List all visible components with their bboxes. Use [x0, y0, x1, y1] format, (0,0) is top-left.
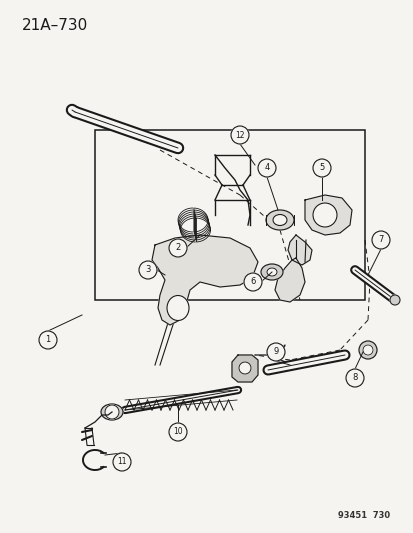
Ellipse shape	[260, 264, 282, 280]
Text: 2: 2	[175, 244, 180, 253]
Ellipse shape	[101, 404, 123, 420]
Circle shape	[389, 295, 399, 305]
Circle shape	[238, 362, 250, 374]
Text: 9: 9	[273, 348, 278, 357]
Ellipse shape	[266, 268, 276, 276]
Ellipse shape	[272, 214, 286, 225]
Text: 5: 5	[318, 164, 324, 173]
Circle shape	[113, 453, 131, 471]
Polygon shape	[231, 355, 257, 382]
Circle shape	[266, 343, 284, 361]
Text: 6: 6	[250, 278, 255, 287]
Ellipse shape	[166, 295, 189, 320]
Text: 7: 7	[377, 236, 383, 245]
Polygon shape	[152, 235, 257, 325]
Text: 1: 1	[45, 335, 50, 344]
Text: 8: 8	[351, 374, 357, 383]
Text: 11: 11	[117, 457, 126, 466]
Ellipse shape	[266, 210, 293, 230]
Polygon shape	[274, 258, 304, 302]
Text: 3: 3	[145, 265, 150, 274]
Circle shape	[139, 261, 157, 279]
Circle shape	[169, 239, 187, 257]
Circle shape	[358, 341, 376, 359]
Text: 93451  730: 93451 730	[337, 511, 389, 520]
Circle shape	[345, 369, 363, 387]
Text: 10: 10	[173, 427, 183, 437]
Circle shape	[105, 405, 119, 419]
Circle shape	[39, 331, 57, 349]
Polygon shape	[304, 195, 351, 235]
Circle shape	[169, 423, 187, 441]
Polygon shape	[287, 235, 311, 265]
Bar	[95, 130, 364, 300]
Circle shape	[371, 231, 389, 249]
Text: 21A–730: 21A–730	[22, 18, 88, 33]
Text: 12: 12	[235, 131, 244, 140]
Circle shape	[243, 273, 261, 291]
Text: 4: 4	[264, 164, 269, 173]
Circle shape	[312, 203, 336, 227]
Circle shape	[257, 159, 275, 177]
Circle shape	[230, 126, 248, 144]
Circle shape	[362, 345, 372, 355]
Circle shape	[312, 159, 330, 177]
